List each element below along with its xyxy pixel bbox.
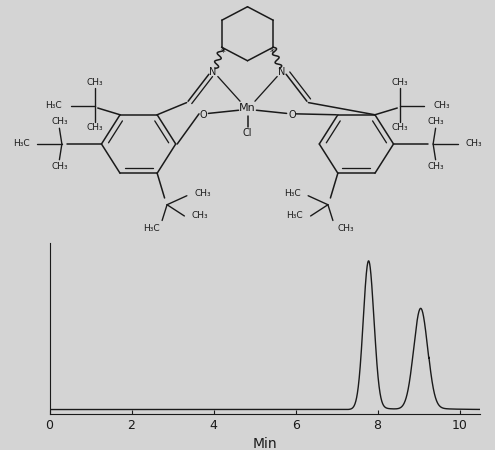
- X-axis label: Min: Min: [252, 437, 277, 450]
- Text: CH₃: CH₃: [465, 140, 482, 148]
- Text: H₃C: H₃C: [45, 101, 61, 110]
- Text: *: *: [221, 48, 226, 58]
- Text: *: *: [269, 48, 274, 58]
- Text: O: O: [199, 110, 207, 120]
- Text: O: O: [288, 110, 296, 120]
- Text: H₃C: H₃C: [143, 224, 159, 233]
- Text: CH₃: CH₃: [192, 212, 208, 220]
- Text: CH₃: CH₃: [194, 189, 211, 198]
- Text: CH₃: CH₃: [87, 123, 103, 132]
- Text: CH₃: CH₃: [87, 78, 103, 87]
- Text: H₃C: H₃C: [284, 189, 301, 198]
- Text: CH₃: CH₃: [392, 123, 408, 132]
- Text: H₃C: H₃C: [13, 140, 30, 148]
- Text: N: N: [279, 67, 286, 77]
- Text: H₃C: H₃C: [287, 212, 303, 220]
- Text: CH₃: CH₃: [338, 224, 354, 233]
- Text: CH₃: CH₃: [392, 78, 408, 87]
- Text: Mn: Mn: [239, 103, 256, 113]
- Text: CH₃: CH₃: [51, 117, 68, 126]
- Text: CH₃: CH₃: [427, 162, 444, 171]
- Text: CH₃: CH₃: [51, 162, 68, 171]
- Text: CH₃: CH₃: [427, 117, 444, 126]
- Text: Cl: Cl: [243, 128, 252, 138]
- Text: N: N: [209, 67, 216, 77]
- Text: CH₃: CH₃: [434, 101, 450, 110]
